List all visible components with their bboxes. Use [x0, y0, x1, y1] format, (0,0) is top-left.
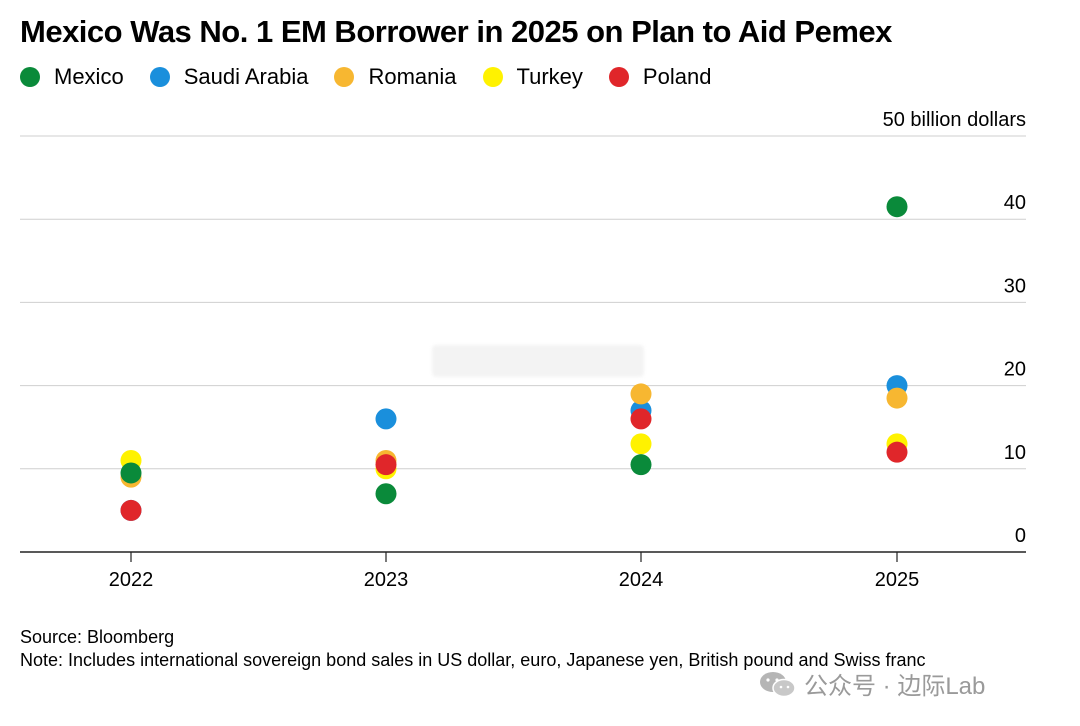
legend-item-mexico: Mexico: [20, 64, 124, 90]
point-mexico: [120, 462, 142, 484]
legend-swatch: [149, 67, 170, 87]
legend-label: Romania: [368, 64, 457, 89]
legend-swatch: [482, 67, 503, 87]
y-unit-label: 50 billion dollars: [883, 109, 1026, 131]
y-tick-label: 0: [1015, 525, 1026, 547]
legend-item-romania: Romania: [334, 64, 457, 90]
x-tick-label: 2023: [364, 569, 409, 591]
chart-title: Mexico Was No. 1 EM Borrower in 2025 on …: [20, 14, 892, 49]
x-tick-label: 2022: [109, 569, 154, 591]
legend-label: Saudi Arabia: [183, 64, 309, 89]
watermark: 公众号 · 边际Lab: [758, 666, 985, 701]
point-poland: [886, 441, 908, 463]
legend-label: Poland: [642, 64, 712, 89]
point-poland: [630, 408, 652, 430]
chart-plot: 50 billion dollars 0 10 20 30 40 2022 2023 2024 2…: [20, 109, 1026, 591]
y-tick-label: 40: [1004, 192, 1026, 214]
legend-swatch: [334, 67, 355, 87]
y-tick-label: 20: [1004, 359, 1026, 381]
y-tick-label: 10: [1004, 442, 1026, 464]
legend-item-poland: Poland: [608, 64, 712, 90]
x-tick-label: 2024: [619, 569, 664, 591]
point-poland: [120, 499, 142, 521]
point-romania: [630, 383, 652, 405]
legend-item-saudi-arabia: Saudi Arabia: [149, 64, 309, 90]
point-mexico: [886, 196, 908, 218]
watermark-text: 公众号 · 边际Lab: [804, 673, 986, 700]
legend-item-turkey: Turkey: [482, 64, 583, 90]
legend-label: Mexico: [54, 64, 124, 89]
wechat-icon: [760, 671, 796, 697]
point-turkey: [630, 433, 652, 455]
point-mexico: [375, 483, 397, 505]
point-poland: [375, 454, 397, 476]
y-tick-label: 30: [1004, 275, 1026, 297]
point-saudi-arabia: [375, 408, 397, 430]
legend-label: Turkey: [516, 64, 583, 89]
point-romania: [886, 387, 908, 409]
source-note: Source: Bloomberg: [20, 627, 175, 647]
point-mexico: [630, 454, 652, 476]
x-tick-label: 2025: [875, 569, 920, 591]
legend: Mexico Saudi Arabia Romania Turkey Poland: [20, 64, 711, 90]
footnote: Note: Includes international sovereign b…: [20, 650, 926, 670]
legend-swatch: [20, 67, 40, 87]
legend-swatch: [608, 67, 629, 87]
chart-footer: Source: Bloomberg Note: Includes interna…: [20, 626, 1010, 672]
blurred-overlay: [432, 345, 644, 377]
